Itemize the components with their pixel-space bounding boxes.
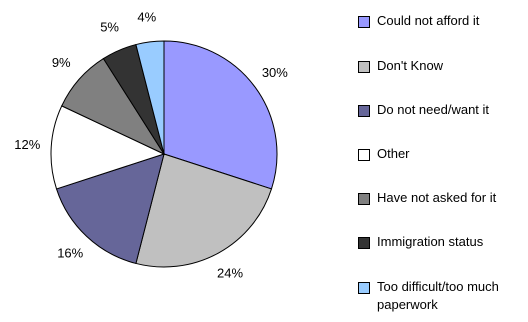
slice-label: 5%: [100, 20, 119, 35]
legend-label: Have not asked for it: [377, 190, 497, 205]
legend-swatch: [358, 237, 370, 249]
legend-item: Too difficult/too much paperwork: [356, 278, 527, 314]
legend-item: Could not afford it: [356, 12, 527, 30]
legend-item: Don't Know: [356, 57, 527, 75]
legend-label: Too difficult/too much paperwork: [377, 279, 499, 312]
legend-swatch: [358, 16, 370, 28]
legend-swatch: [358, 61, 370, 73]
legend-swatch: [358, 193, 370, 205]
legend-item: Have not asked for it: [356, 189, 527, 207]
slice-label: 16%: [57, 245, 83, 260]
pie-slice: [50, 105, 166, 190]
legend-swatch: [358, 149, 370, 161]
legend-item: Immigration status: [356, 233, 527, 251]
legend-label: Do not need/want it: [377, 102, 490, 117]
pie-slice: [135, 40, 165, 155]
legend-label: Don't Know: [377, 58, 444, 73]
slice-label: 30%: [262, 65, 288, 80]
pie-slice: [135, 153, 273, 268]
legend-item: Other: [356, 145, 527, 163]
pie-slice: [163, 40, 278, 190]
slice-label: 9%: [52, 55, 71, 70]
legend-item: Do not need/want it: [356, 101, 527, 119]
slice-label: 4%: [137, 10, 156, 25]
legend-label: Immigration status: [377, 234, 484, 249]
legend-label: Other: [377, 146, 410, 161]
legend-label: Could not afford it: [377, 13, 480, 28]
legend-swatch: [358, 105, 370, 117]
pie-area: 30% 24% 16% 12% 9% 5% 4%: [14, 10, 288, 281]
slice-label: 12%: [14, 137, 40, 152]
pie-slice: [55, 153, 165, 265]
legend-swatch: [358, 282, 370, 294]
slice-label: 24%: [217, 265, 243, 280]
